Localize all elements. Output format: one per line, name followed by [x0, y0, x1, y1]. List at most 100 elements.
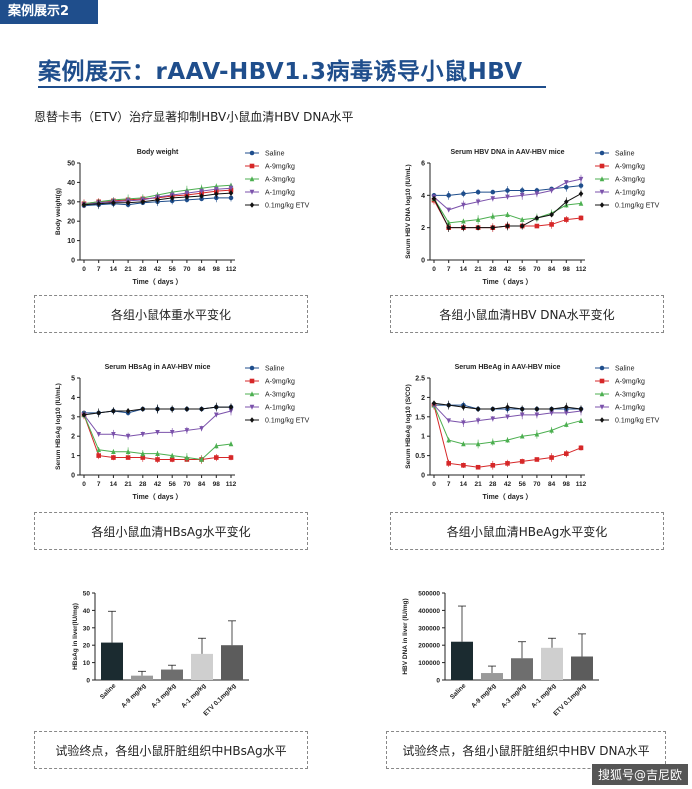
y-tick-label: 2: [421, 395, 425, 402]
legend-label: 0.1mg/kg ETV: [615, 203, 660, 210]
legend-marker: [599, 404, 605, 410]
data-point: [96, 446, 101, 453]
data-point: [490, 213, 496, 219]
y-tick-label: 10: [67, 238, 75, 245]
x-tick-label: 70: [533, 481, 541, 488]
bar: [191, 653, 213, 680]
data-point: [490, 196, 496, 202]
data-point: [505, 461, 510, 466]
data-point: [446, 418, 451, 424]
data-point: [564, 180, 569, 186]
data-point: [461, 420, 466, 426]
caption-hbeag: 各组小鼠血清HBeAg水平变化: [390, 512, 664, 550]
y-tick-label: 30: [83, 625, 91, 632]
data-point: [111, 448, 116, 455]
data-point: [505, 211, 510, 218]
y-tick-label: 3: [71, 414, 75, 421]
data-point: [228, 190, 234, 196]
data-point: [519, 223, 525, 229]
data-point: [475, 464, 481, 470]
x-tick-label: ETV 0.1mg/kg: [552, 682, 587, 717]
y-tick-label: 6: [421, 161, 425, 168]
data-point: [534, 457, 540, 462]
data-point: [81, 201, 87, 208]
data-point: [184, 190, 190, 196]
data-point: [549, 410, 554, 416]
data-point: [505, 188, 510, 193]
x-tick-label: Saline: [99, 682, 118, 701]
data-point: [475, 189, 481, 195]
data-point: [125, 433, 131, 439]
y-tick-label: 0: [421, 473, 425, 480]
legend-label: A-1mg/kg: [265, 405, 295, 412]
data-point: [214, 186, 219, 192]
legend-label: A-3mg/kg: [265, 392, 295, 399]
chart-title: Serum HBV DNA in AAV-HBV mice: [450, 149, 564, 156]
data-point: [169, 430, 175, 436]
data-point: [475, 199, 481, 205]
legend-marker: [249, 417, 255, 423]
section-tag: 案例展示2: [0, 0, 98, 24]
x-axis-label: Time（ days ）: [132, 278, 182, 286]
y-axis-label: HBsAg in liver(IU/mg): [72, 603, 79, 670]
chart-liver-hbv-dna: 0 100000 200000 300000 400000 500000 HBV DNA i…: [402, 591, 599, 718]
data-point: [519, 193, 525, 199]
bar: [161, 669, 183, 680]
data-point: [155, 197, 160, 203]
legend-label: A-3mg/kg: [615, 392, 645, 399]
y-axis-label: Serum HBV DNA log10 (IU/mL): [405, 164, 412, 258]
data-point: [505, 414, 510, 420]
x-tick-label: 7: [97, 481, 101, 488]
data-point: [446, 437, 451, 443]
legend-marker: [599, 163, 605, 169]
legend-marker: [599, 365, 605, 371]
data-point: [461, 191, 466, 197]
x-tick-label: 112: [576, 481, 587, 488]
data-point: [169, 452, 175, 458]
x-tick-label: 21: [124, 266, 132, 273]
data-point: [534, 406, 540, 412]
legend-label: A-9mg/kg: [615, 379, 645, 386]
legend-marker: [249, 163, 255, 169]
legend-marker: [599, 202, 605, 208]
data-point: [564, 404, 569, 410]
data-point: [446, 220, 451, 226]
x-tick-label: 28: [139, 266, 147, 273]
x-tick-label: 70: [533, 266, 541, 273]
bar: [131, 675, 153, 680]
data-point: [140, 455, 146, 460]
y-tick-label: 5: [71, 376, 75, 383]
data-point: [184, 454, 190, 460]
y-tick-label: 0.5: [415, 453, 425, 460]
data-point: [461, 202, 466, 208]
x-tick-label: 112: [576, 266, 587, 273]
x-tick-label: 56: [169, 481, 177, 488]
data-point: [228, 455, 234, 460]
legend-marker: [249, 176, 255, 182]
caption-liver-hbv-dna: 试验终点，各组小鼠肝脏组织中HBV DNA水平: [386, 731, 666, 769]
bar: [541, 647, 563, 680]
data-point: [461, 463, 466, 468]
x-tick-label: 70: [183, 266, 191, 273]
data-point: [214, 404, 219, 410]
data-point: [549, 455, 554, 460]
legend-marker: [249, 365, 255, 371]
legend-label: 0.1mg/kg ETV: [615, 418, 660, 425]
title-underline: [38, 86, 546, 88]
y-tick-label: 1: [421, 434, 425, 441]
x-tick-label: 42: [504, 266, 512, 273]
x-tick-label: A-3 mg/kg: [500, 682, 527, 709]
page-title: 案例展示：rAAV-HBV1.3病毒诱导小鼠HBV: [38, 59, 523, 85]
x-tick-label: 14: [110, 481, 118, 488]
x-tick-label: 7: [447, 266, 451, 273]
chart-serum-hbsag: Serum HBsAg in AAV-HBV mice 0 1 2 3 4 5 0 7 14 21 2…: [55, 364, 310, 501]
data-point: [155, 450, 160, 456]
data-point: [214, 412, 219, 418]
bar: [221, 645, 243, 680]
y-tick-label: 50: [67, 161, 75, 168]
legend-marker: [599, 176, 605, 182]
x-tick-label: 84: [548, 266, 556, 273]
data-point: [564, 451, 569, 456]
x-tick-label: 0: [432, 481, 436, 488]
x-tick-label: 56: [519, 266, 527, 273]
